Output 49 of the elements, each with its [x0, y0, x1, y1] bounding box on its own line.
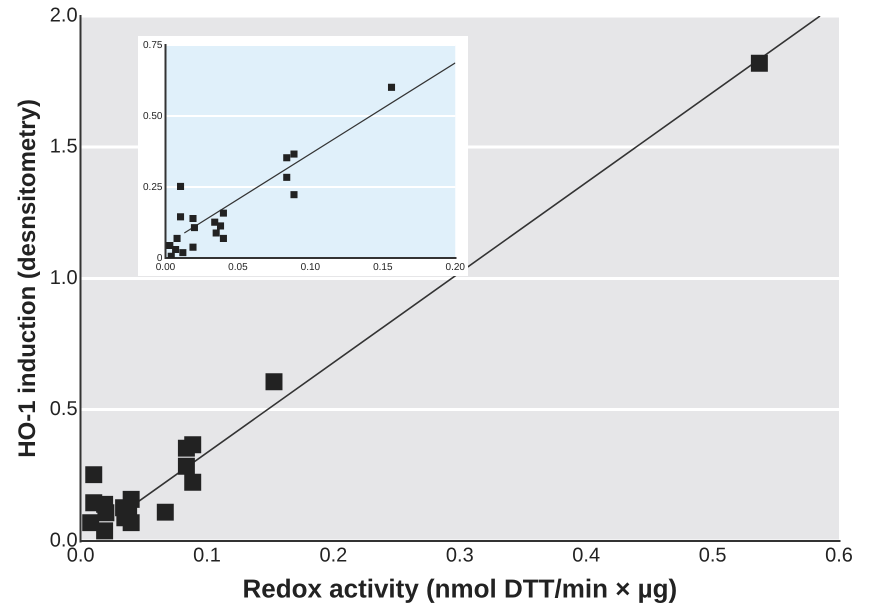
y-axis-title: HO-1 induction (desnsitometry)	[14, 99, 42, 458]
point	[172, 246, 180, 254]
x-tick-label: 0.2	[319, 544, 348, 566]
x-axis-title: Redox activity (nmol DTT/min × µg)	[242, 574, 678, 604]
point	[179, 249, 186, 256]
x-tick-label: 0.5	[698, 544, 727, 566]
x-tick-label: 0.00	[156, 262, 176, 273]
point	[177, 182, 184, 190]
point	[220, 234, 227, 242]
y-tick-label: 2.0	[50, 4, 78, 27]
y-tick-label: 0.50	[142, 110, 163, 122]
y-tick-label: 1.5	[50, 136, 78, 158]
point	[189, 214, 197, 222]
x-tick-label: 0.4	[572, 544, 600, 566]
y-tick-label: 0.25	[142, 182, 163, 193]
point	[212, 229, 220, 237]
point	[290, 191, 298, 198]
point	[178, 458, 195, 475]
point	[211, 218, 218, 226]
x-tick-label: 0.10	[300, 262, 321, 273]
y-tick-label: 0	[156, 252, 163, 264]
point	[177, 213, 184, 220]
point	[184, 474, 202, 491]
point	[190, 224, 198, 232]
point	[388, 84, 396, 91]
y-tick-label: 0.5	[50, 398, 78, 420]
y-tick-label: 1.0	[50, 266, 78, 289]
y-tick-label: 0.75	[142, 40, 163, 51]
point	[97, 504, 114, 522]
point	[174, 234, 181, 242]
point	[85, 466, 102, 484]
point	[189, 244, 197, 251]
point	[184, 436, 202, 454]
point	[220, 210, 227, 217]
point	[283, 174, 290, 181]
point	[750, 54, 768, 72]
point	[283, 154, 290, 162]
point	[290, 150, 298, 158]
x-tick-label: 0.20	[446, 262, 466, 273]
point	[216, 222, 224, 230]
point	[168, 252, 175, 258]
point	[266, 373, 282, 390]
point	[96, 522, 114, 540]
x-tick-label: 0.3	[446, 544, 474, 566]
point	[156, 504, 174, 521]
x-tick-label: 0.1	[193, 544, 221, 566]
x-tick-label: 0.6	[825, 544, 853, 566]
x-tick-label: 0.15	[373, 262, 393, 273]
x-tick-label: 0.05	[228, 262, 248, 273]
